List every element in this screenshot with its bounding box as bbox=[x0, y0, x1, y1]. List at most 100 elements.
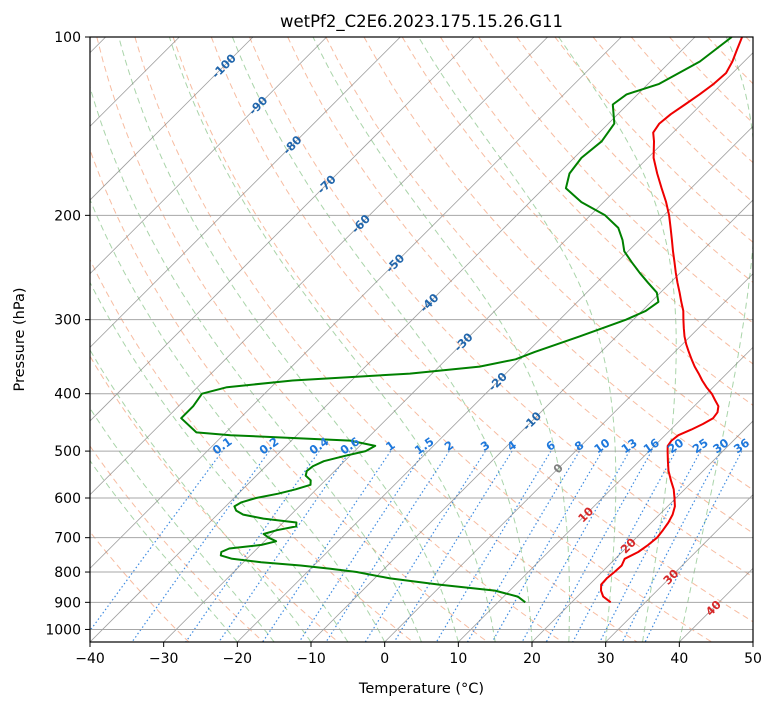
dry-adiabat bbox=[745, 37, 753, 45]
isotherm bbox=[458, 346, 753, 642]
moist-adiabat bbox=[90, 459, 238, 642]
mixing-ratio-label: 0.4 bbox=[307, 434, 332, 457]
isotherm bbox=[384, 273, 753, 642]
isotherm bbox=[90, 37, 548, 496]
mixing-ratio-line bbox=[393, 450, 513, 642]
y-tick-label: 400 bbox=[54, 387, 81, 403]
moist-adiabats bbox=[90, 37, 753, 642]
mixing-ratio-line bbox=[572, 450, 677, 642]
dry-adiabat bbox=[90, 258, 414, 642]
isotherm bbox=[90, 37, 696, 642]
x-tick-label: −20 bbox=[223, 651, 253, 667]
x-axis: −40 −30 −20 −10 0 10 20 30 40 50 bbox=[75, 642, 762, 667]
isotherm bbox=[163, 52, 753, 642]
plot-frame bbox=[89, 36, 754, 643]
moist-adiabat bbox=[168, 37, 496, 642]
y-tick-label: 700 bbox=[54, 531, 81, 547]
x-tick-label: 50 bbox=[744, 651, 762, 667]
mixing-ratio-line bbox=[466, 450, 580, 642]
mixing-ratio-line bbox=[90, 450, 223, 632]
dry-adiabat bbox=[249, 37, 753, 578]
x-tick-label: 30 bbox=[597, 651, 615, 667]
isotherm bbox=[90, 37, 327, 275]
moist-adiabat bbox=[418, 37, 617, 642]
isotherm bbox=[752, 641, 753, 642]
isotherm bbox=[605, 494, 753, 642]
temperature-line bbox=[600, 37, 744, 604]
y-axis-label: Pressure (hPa) bbox=[12, 287, 28, 391]
plot-area: 0.1 0.2 0.4 0.6 1 1.5 2 3 4 6 8 10 13 16 20 25 30 36-100-… bbox=[90, 37, 753, 642]
dry-adiabat bbox=[439, 37, 753, 365]
mixing-ratio-line bbox=[621, 450, 722, 642]
mixing-ratio-label: 36 bbox=[731, 435, 752, 456]
moist-adiabat bbox=[90, 407, 275, 642]
moist-adiabat bbox=[90, 85, 422, 642]
moist-adiabat bbox=[90, 349, 312, 642]
x-tick-label: −40 bbox=[75, 651, 105, 667]
dry-adiabat bbox=[478, 37, 753, 324]
moist-adiabat bbox=[678, 37, 753, 642]
moist-adiabat bbox=[312, 37, 570, 642]
isotherm bbox=[679, 567, 753, 642]
mixing-ratio-label: 30 bbox=[710, 435, 731, 456]
x-tick-label: 40 bbox=[670, 651, 688, 667]
y-tick-label: 300 bbox=[54, 313, 81, 329]
mixing-ratio-line bbox=[364, 450, 486, 642]
y-tick-label: 200 bbox=[54, 208, 81, 224]
moist-adiabat bbox=[90, 281, 349, 642]
mixing-ratio-label: 0.6 bbox=[337, 434, 362, 457]
isotherm bbox=[237, 125, 753, 642]
mixing-ratio-line bbox=[131, 450, 270, 642]
y-tick-label: 100 bbox=[54, 30, 81, 46]
dry-adiabat bbox=[707, 37, 753, 85]
mixing-ratio-line bbox=[298, 450, 425, 642]
isotherm bbox=[90, 37, 475, 422]
mixing-ratio-line bbox=[491, 450, 603, 642]
pressure-gridlines bbox=[90, 37, 753, 630]
mixing-ratio-line bbox=[644, 450, 743, 642]
x-axis-label: Temperature (°C) bbox=[358, 681, 484, 697]
dry-adiabat bbox=[287, 37, 753, 534]
dry-adiabat bbox=[90, 531, 190, 642]
y-tick-label: 600 bbox=[54, 491, 81, 507]
y-tick-label: 900 bbox=[54, 595, 81, 611]
mixing-ratio-label: 25 bbox=[690, 435, 711, 456]
mixing-ratio-label: 0.1 bbox=[210, 434, 235, 457]
chart-title: wetPf2_C2E6.2023.175.15.26.G11 bbox=[280, 12, 563, 32]
mixing-ratio-label: 10 bbox=[591, 435, 612, 456]
mixing-ratio-label: 13 bbox=[619, 435, 640, 456]
moist-adiabat bbox=[118, 37, 459, 642]
isotherm bbox=[90, 37, 254, 201]
dry-adiabat bbox=[325, 37, 753, 491]
y-tick-label: 500 bbox=[54, 444, 81, 460]
dry-adiabat bbox=[96, 37, 564, 642]
dry-adiabat bbox=[90, 355, 339, 642]
moist-adiabat bbox=[231, 37, 533, 642]
isotherm bbox=[531, 420, 753, 642]
x-tick-label: 0 bbox=[380, 651, 389, 667]
moist-adiabat bbox=[558, 37, 677, 642]
y-axis: 100 200 300 400 500 600 700 800 900 1000 bbox=[45, 30, 90, 638]
mixing-ratio-line bbox=[262, 450, 392, 642]
x-tick-label: 10 bbox=[449, 651, 467, 667]
mixing-ratio-line bbox=[325, 450, 450, 642]
dewpoint-line bbox=[180, 37, 733, 604]
mixing-ratio-label: 1.5 bbox=[412, 434, 437, 457]
isotherm bbox=[90, 37, 622, 569]
dry-adiabat bbox=[90, 445, 265, 642]
dry-adiabats bbox=[90, 37, 753, 642]
x-tick-label: −10 bbox=[296, 651, 326, 667]
isotherms bbox=[90, 37, 753, 642]
isotherm bbox=[310, 199, 753, 642]
y-tick-label: 800 bbox=[54, 565, 81, 581]
x-tick-label: 20 bbox=[523, 651, 541, 667]
mixing-ratio-label: 16 bbox=[641, 435, 662, 456]
dry-adiabat bbox=[363, 37, 753, 448]
x-tick-label: −30 bbox=[149, 651, 179, 667]
dry-adiabat bbox=[210, 37, 753, 623]
moist-adiabat bbox=[90, 198, 386, 642]
isotherm bbox=[90, 37, 401, 348]
dry-adiabat bbox=[516, 37, 753, 284]
y-tick-label: 1000 bbox=[45, 622, 81, 638]
